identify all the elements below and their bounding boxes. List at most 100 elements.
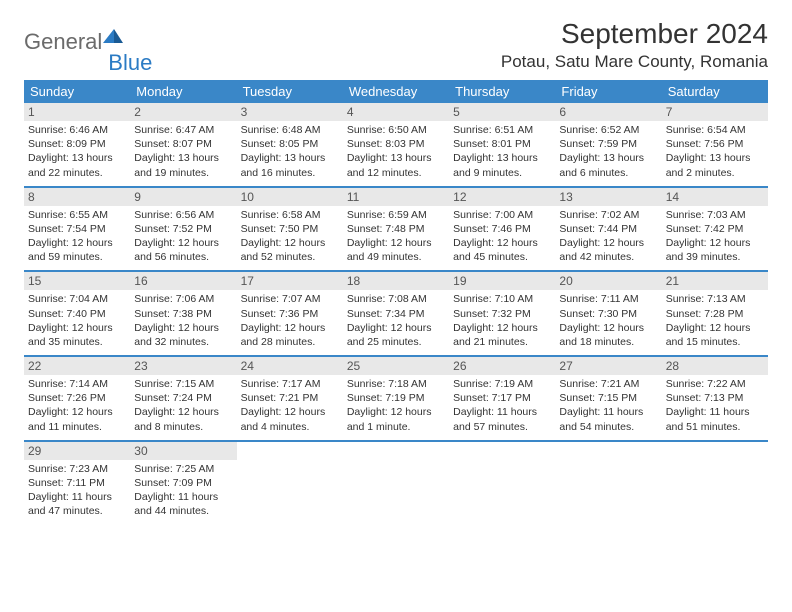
day-cell: 7Sunrise: 6:54 AMSunset: 7:56 PMDaylight… bbox=[662, 103, 768, 186]
day-number: 24 bbox=[241, 359, 339, 373]
day-cell: 14Sunrise: 7:03 AMSunset: 7:42 PMDayligh… bbox=[662, 188, 768, 271]
day-number-band: 18 bbox=[343, 272, 449, 290]
day-number-band: 13 bbox=[555, 188, 661, 206]
day-info: Sunrise: 6:51 AMSunset: 8:01 PMDaylight:… bbox=[453, 123, 551, 180]
weekday-thursday: Thursday bbox=[449, 80, 555, 103]
weekday-sunday: Sunday bbox=[24, 80, 130, 103]
weekday-wednesday: Wednesday bbox=[343, 80, 449, 103]
day-number-band: 12 bbox=[449, 188, 555, 206]
day-number: 21 bbox=[666, 274, 764, 288]
logo-triangle-icon bbox=[102, 27, 124, 50]
day-cell: 20 Sunrise: 7:11 AMSunset: 7:30 PMDayligh… bbox=[555, 272, 661, 355]
location-text: Potau, Satu Mare County, Romania bbox=[501, 52, 768, 72]
day-info: Sunrise: 6:50 AMSunset: 8:03 PMDaylight:… bbox=[347, 123, 445, 180]
day-number: 19 bbox=[453, 274, 551, 288]
day-number-band: 25 bbox=[343, 357, 449, 375]
day-number: 12 bbox=[453, 190, 551, 204]
day-info: Sunrise: 7:10 AMSunset: 7:32 PMDaylight:… bbox=[453, 292, 551, 349]
day-number: 4 bbox=[347, 105, 445, 119]
day-cell: 1 Sunrise: 6:46 AMSunset: 8:09 PMDaylight… bbox=[24, 103, 130, 186]
day-cell: 3Sunrise: 6:48 AMSunset: 8:05 PMDaylight… bbox=[237, 103, 343, 186]
header: General Blue September 2024 Potau, Satu … bbox=[24, 18, 768, 72]
day-info: Sunrise: 7:07 AMSunset: 7:36 PMDaylight:… bbox=[241, 292, 339, 349]
day-cell: 25Sunrise: 7:18 AMSunset: 7:19 PMDayligh… bbox=[343, 357, 449, 440]
day-number-band: 17 bbox=[237, 272, 343, 290]
day-number: 25 bbox=[347, 359, 445, 373]
day-cell: 30Sunrise: 7:25 AMSunset: 7:09 PMDayligh… bbox=[130, 442, 236, 525]
day-info: Sunrise: 6:59 AMSunset: 7:48 PMDaylight:… bbox=[347, 208, 445, 265]
day-number-band: 21 bbox=[662, 272, 768, 290]
day-cell: 12 Sunrise: 7:00 AMSunset: 7:46 PMDayligh… bbox=[449, 188, 555, 271]
day-info: Sunrise: 6:52 AMSunset: 7:59 PMDaylight:… bbox=[559, 123, 657, 180]
day-number: 3 bbox=[241, 105, 339, 119]
day-number: 30 bbox=[134, 444, 232, 458]
day-number-band: 24 bbox=[237, 357, 343, 375]
day-number: 1 bbox=[28, 105, 126, 119]
day-info: Sunrise: 7:11 AMSunset: 7:30 PMDaylight:… bbox=[559, 292, 657, 349]
day-cell: 24Sunrise: 7:17 AMSunset: 7:21 PMDayligh… bbox=[237, 357, 343, 440]
day-number: 29 bbox=[28, 444, 126, 458]
day-number: 11 bbox=[347, 190, 445, 204]
day-number: 28 bbox=[666, 359, 764, 373]
day-cell: 22 Sunrise: 7:14 AMSunset: 7:26 PMDayligh… bbox=[24, 357, 130, 440]
day-number-band: 4 bbox=[343, 103, 449, 121]
day-info: Sunrise: 7:23 AMSunset: 7:11 PMDaylight:… bbox=[28, 462, 126, 519]
empty-cell bbox=[343, 442, 449, 525]
day-number: 22 bbox=[28, 359, 126, 373]
day-number: 16 bbox=[134, 274, 232, 288]
day-number: 20 bbox=[559, 274, 657, 288]
day-number: 17 bbox=[241, 274, 339, 288]
logo-text-general: General bbox=[24, 29, 102, 55]
day-number: 10 bbox=[241, 190, 339, 204]
day-info: Sunrise: 7:02 AMSunset: 7:44 PMDaylight:… bbox=[559, 208, 657, 265]
day-cell: 28 Sunrise: 7:22 AMSunset: 7:13 PMDayligh… bbox=[662, 357, 768, 440]
day-number: 26 bbox=[453, 359, 551, 373]
day-number-band: 8 bbox=[24, 188, 130, 206]
day-number-band: 30 bbox=[130, 442, 236, 460]
day-number: 18 bbox=[347, 274, 445, 288]
day-info: Sunrise: 6:58 AMSunset: 7:50 PMDaylight:… bbox=[241, 208, 339, 265]
day-info: Sunrise: 6:47 AMSunset: 8:07 PMDaylight:… bbox=[134, 123, 232, 180]
day-cell: 21 Sunrise: 7:13 AMSunset: 7:28 PMDayligh… bbox=[662, 272, 768, 355]
day-cell: 27Sunrise: 7:21 AMSunset: 7:15 PMDayligh… bbox=[555, 357, 661, 440]
day-info: Sunrise: 7:04 AMSunset: 7:40 PMDaylight:… bbox=[28, 292, 126, 349]
day-info: Sunrise: 7:13 AMSunset: 7:28 PMDaylight:… bbox=[666, 292, 764, 349]
day-info: Sunrise: 7:08 AMSunset: 7:34 PMDaylight:… bbox=[347, 292, 445, 349]
day-number-band: 15 bbox=[24, 272, 130, 290]
empty-cell bbox=[237, 442, 343, 525]
day-info: Sunrise: 7:00 AMSunset: 7:46 PMDaylight:… bbox=[453, 208, 551, 265]
day-number: 27 bbox=[559, 359, 657, 373]
week-row: 22 Sunrise: 7:14 AMSunset: 7:26 PMDayligh… bbox=[24, 357, 768, 442]
day-number: 23 bbox=[134, 359, 232, 373]
day-info: Sunrise: 7:06 AMSunset: 7:38 PMDaylight:… bbox=[134, 292, 232, 349]
logo-text-blue: Blue bbox=[108, 50, 152, 76]
day-cell: 4 Sunrise: 6:50 AMSunset: 8:03 PMDaylight… bbox=[343, 103, 449, 186]
day-number-band: 1 bbox=[24, 103, 130, 121]
day-info: Sunrise: 6:46 AMSunset: 8:09 PMDaylight:… bbox=[28, 123, 126, 180]
day-cell: 29 Sunrise: 7:23 AMSunset: 7:11 PMDayligh… bbox=[24, 442, 130, 525]
week-row: 15 Sunrise: 7:04 AMSunset: 7:40 PMDayligh… bbox=[24, 272, 768, 357]
day-number-band: 11 bbox=[343, 188, 449, 206]
day-info: Sunrise: 6:56 AMSunset: 7:52 PMDaylight:… bbox=[134, 208, 232, 265]
day-info: Sunrise: 7:15 AMSunset: 7:24 PMDaylight:… bbox=[134, 377, 232, 434]
day-cell: 13 Sunrise: 7:02 AMSunset: 7:44 PMDayligh… bbox=[555, 188, 661, 271]
day-cell: 9 Sunrise: 6:56 AMSunset: 7:52 PMDaylight… bbox=[130, 188, 236, 271]
day-info: Sunrise: 7:22 AMSunset: 7:13 PMDaylight:… bbox=[666, 377, 764, 434]
week-row: 1 Sunrise: 6:46 AMSunset: 8:09 PMDaylight… bbox=[24, 103, 768, 188]
day-number-band: 16 bbox=[130, 272, 236, 290]
day-number-band: 5 bbox=[449, 103, 555, 121]
day-cell: 6Sunrise: 6:52 AMSunset: 7:59 PMDaylight… bbox=[555, 103, 661, 186]
day-number-band: 29 bbox=[24, 442, 130, 460]
day-cell: 26Sunrise: 7:19 AMSunset: 7:17 PMDayligh… bbox=[449, 357, 555, 440]
day-number-band: 19 bbox=[449, 272, 555, 290]
weekday-header-row: SundayMondayTuesdayWednesdayThursdayFrid… bbox=[24, 80, 768, 103]
day-cell: 8Sunrise: 6:55 AMSunset: 7:54 PMDaylight… bbox=[24, 188, 130, 271]
day-number-band: 9 bbox=[130, 188, 236, 206]
day-number: 9 bbox=[134, 190, 232, 204]
day-cell: 19 Sunrise: 7:10 AMSunset: 7:32 PMDayligh… bbox=[449, 272, 555, 355]
day-info: Sunrise: 7:14 AMSunset: 7:26 PMDaylight:… bbox=[28, 377, 126, 434]
day-number: 15 bbox=[28, 274, 126, 288]
day-number: 7 bbox=[666, 105, 764, 119]
day-cell: 16 Sunrise: 7:06 AMSunset: 7:38 PMDayligh… bbox=[130, 272, 236, 355]
day-cell: 2Sunrise: 6:47 AMSunset: 8:07 PMDaylight… bbox=[130, 103, 236, 186]
